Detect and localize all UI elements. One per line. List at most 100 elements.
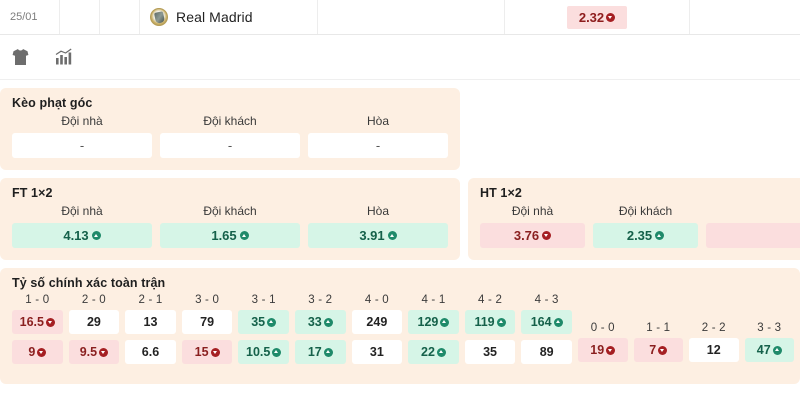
ht-value-home-text: 3.76 xyxy=(513,228,540,243)
corner-kicks-headers: Đội nhà Đội khách Hòa xyxy=(12,114,448,128)
score-cell[interactable]: 9 xyxy=(12,340,63,364)
score-cell-value: 79 xyxy=(200,315,215,329)
arrow-up-icon xyxy=(267,317,277,327)
ft-value-draw[interactable]: 3.91 xyxy=(308,223,448,248)
score-cell-value: 164 xyxy=(530,315,552,329)
score-cell[interactable]: 164 xyxy=(521,310,572,334)
ft-header-away: Đội khách xyxy=(203,204,257,218)
score-cell[interactable]: 22 xyxy=(408,340,459,364)
score-cell-value: 29 xyxy=(86,315,101,329)
score-header-1-0: 1 - 0 xyxy=(25,294,50,306)
score-header-2-2: 2 - 2 xyxy=(701,322,726,334)
exact-score-row-home: 16.5 29 13 79 35 xyxy=(12,310,572,334)
score-header-3-0: 3 - 0 xyxy=(195,294,220,306)
arrow-down-icon xyxy=(99,347,109,357)
score-cell[interactable]: 79 xyxy=(181,310,233,334)
score-cell-value: 89 xyxy=(539,345,554,359)
arrow-up-icon xyxy=(323,347,333,357)
score-header-4-2: 4 - 2 xyxy=(478,294,503,306)
score-cell[interactable]: 129 xyxy=(408,310,459,334)
score-cell-value: 19 xyxy=(590,343,605,357)
arrow-down-icon xyxy=(542,231,552,240)
match-col-2 xyxy=(60,0,100,34)
ht-value-draw[interactable] xyxy=(706,223,800,248)
match-team-cell[interactable]: Real Madrid xyxy=(140,0,318,34)
ft-value-away[interactable]: 1.65 xyxy=(160,223,300,248)
score-cell[interactable]: 15 xyxy=(181,340,233,364)
ft-header-home: Đội nhà xyxy=(61,204,103,218)
score-cell[interactable]: 12 xyxy=(689,338,739,362)
arrow-down-icon xyxy=(37,347,47,357)
score-header-1-1: 1 - 1 xyxy=(646,322,671,334)
score-cell[interactable]: 249 xyxy=(351,310,403,334)
ht-1x2-panel: HT 1×2 Đội nhà Đội khách 3.76 2.35 xyxy=(468,178,800,260)
score-cell-value: 35 xyxy=(483,345,497,359)
score-cell[interactable]: 16.5 xyxy=(12,310,63,334)
match-row[interactable]: 25/01 Real Madrid 2.32 xyxy=(0,0,800,35)
exact-score-panel: Tỷ số chính xác toàn trận 1 - 0 2 - 0 2 … xyxy=(0,268,800,384)
score-cell[interactable]: 47 xyxy=(744,338,794,362)
exact-score-row-away: 9 9.5 6.6 15 10.5 xyxy=(12,340,572,364)
score-header-4-1: 4 - 1 xyxy=(421,294,446,306)
score-cell-value: 31 xyxy=(369,345,384,359)
arrow-up-icon xyxy=(272,347,282,357)
score-cell[interactable]: 17 xyxy=(294,340,346,364)
score-cell[interactable]: 13 xyxy=(125,310,176,334)
corner-kicks-panel: Kèo phạt góc Đội nhà Đội khách Hòa - - - xyxy=(0,88,460,170)
match-col-3 xyxy=(100,0,140,34)
score-cell[interactable]: 35 xyxy=(238,310,289,334)
ht-value-home[interactable]: 3.76 xyxy=(480,223,585,248)
score-cell[interactable]: 9.5 xyxy=(68,340,120,364)
corner-kicks-title: Kèo phạt góc xyxy=(12,96,93,110)
ht-header-away: Đội khách xyxy=(618,204,673,218)
score-header-2-1: 2 - 1 xyxy=(138,294,163,306)
ht-value-away[interactable]: 2.35 xyxy=(593,223,698,248)
ht-header-home: Đội nhà xyxy=(511,204,554,218)
arrow-up-icon xyxy=(239,231,249,240)
score-cell[interactable]: 29 xyxy=(68,310,120,334)
corner-value-away[interactable]: - xyxy=(160,133,300,158)
ft-1x2-title: FT 1×2 xyxy=(12,186,53,200)
score-cell[interactable]: 89 xyxy=(521,340,572,364)
arrow-up-icon xyxy=(772,345,782,355)
ht-value-away-text: 2.35 xyxy=(626,228,653,243)
arrow-up-icon xyxy=(553,317,563,327)
corner-header-home: Đội nhà xyxy=(61,114,103,128)
score-cell-value: 15 xyxy=(194,345,209,359)
bar-chart-icon[interactable] xyxy=(52,45,76,69)
ft-1x2-panel: FT 1×2 Đội nhà Đội khách Hòa 4.13 1.65 3… xyxy=(0,178,460,260)
arrow-down-icon xyxy=(606,345,616,355)
score-cell-value: 249 xyxy=(366,315,388,329)
score-cell[interactable]: 6.6 xyxy=(125,340,176,364)
odds-value: 2.32 xyxy=(578,9,605,25)
score-cell[interactable]: 33 xyxy=(294,310,346,334)
ft-value-home[interactable]: 4.13 xyxy=(12,223,152,248)
corner-value-home[interactable]: - xyxy=(12,133,152,158)
score-cell[interactable]: 19 xyxy=(578,338,628,362)
ft-headers: Đội nhà Đội khách Hòa xyxy=(12,204,448,218)
score-cell-value: 10.5 xyxy=(246,345,271,359)
corner-value-draw[interactable]: - xyxy=(308,133,448,158)
arrow-down-icon xyxy=(210,347,220,357)
score-header-3-2: 3 - 2 xyxy=(308,294,333,306)
arrow-down-icon xyxy=(658,345,668,355)
score-cell[interactable]: 7 xyxy=(633,338,683,362)
corner-header-draw: Hòa xyxy=(366,114,389,128)
score-cell[interactable]: 10.5 xyxy=(238,340,289,364)
ht-header-draw xyxy=(706,204,800,218)
jersey-icon[interactable] xyxy=(8,45,32,69)
score-header-4-3: 4 - 3 xyxy=(534,294,559,306)
score-cell[interactable]: 119 xyxy=(464,310,516,334)
score-cell[interactable]: 31 xyxy=(351,340,403,364)
score-header-3-1: 3 - 1 xyxy=(251,294,276,306)
score-cell-value: 22 xyxy=(421,345,435,359)
score-cell[interactable]: 35 xyxy=(464,340,516,364)
exact-score-row-draw: 19 7 12 47 xyxy=(578,338,794,362)
score-cell-value: 7 xyxy=(649,343,657,357)
score-cell-value: 16.5 xyxy=(19,315,44,329)
match-odds-cell[interactable]: 2.32 xyxy=(505,0,690,34)
odds-pill[interactable]: 2.32 xyxy=(566,5,628,29)
score-cell-value: 33 xyxy=(307,315,322,329)
ft-value-home-text: 4.13 xyxy=(63,228,89,243)
match-tail-cell xyxy=(690,0,800,34)
